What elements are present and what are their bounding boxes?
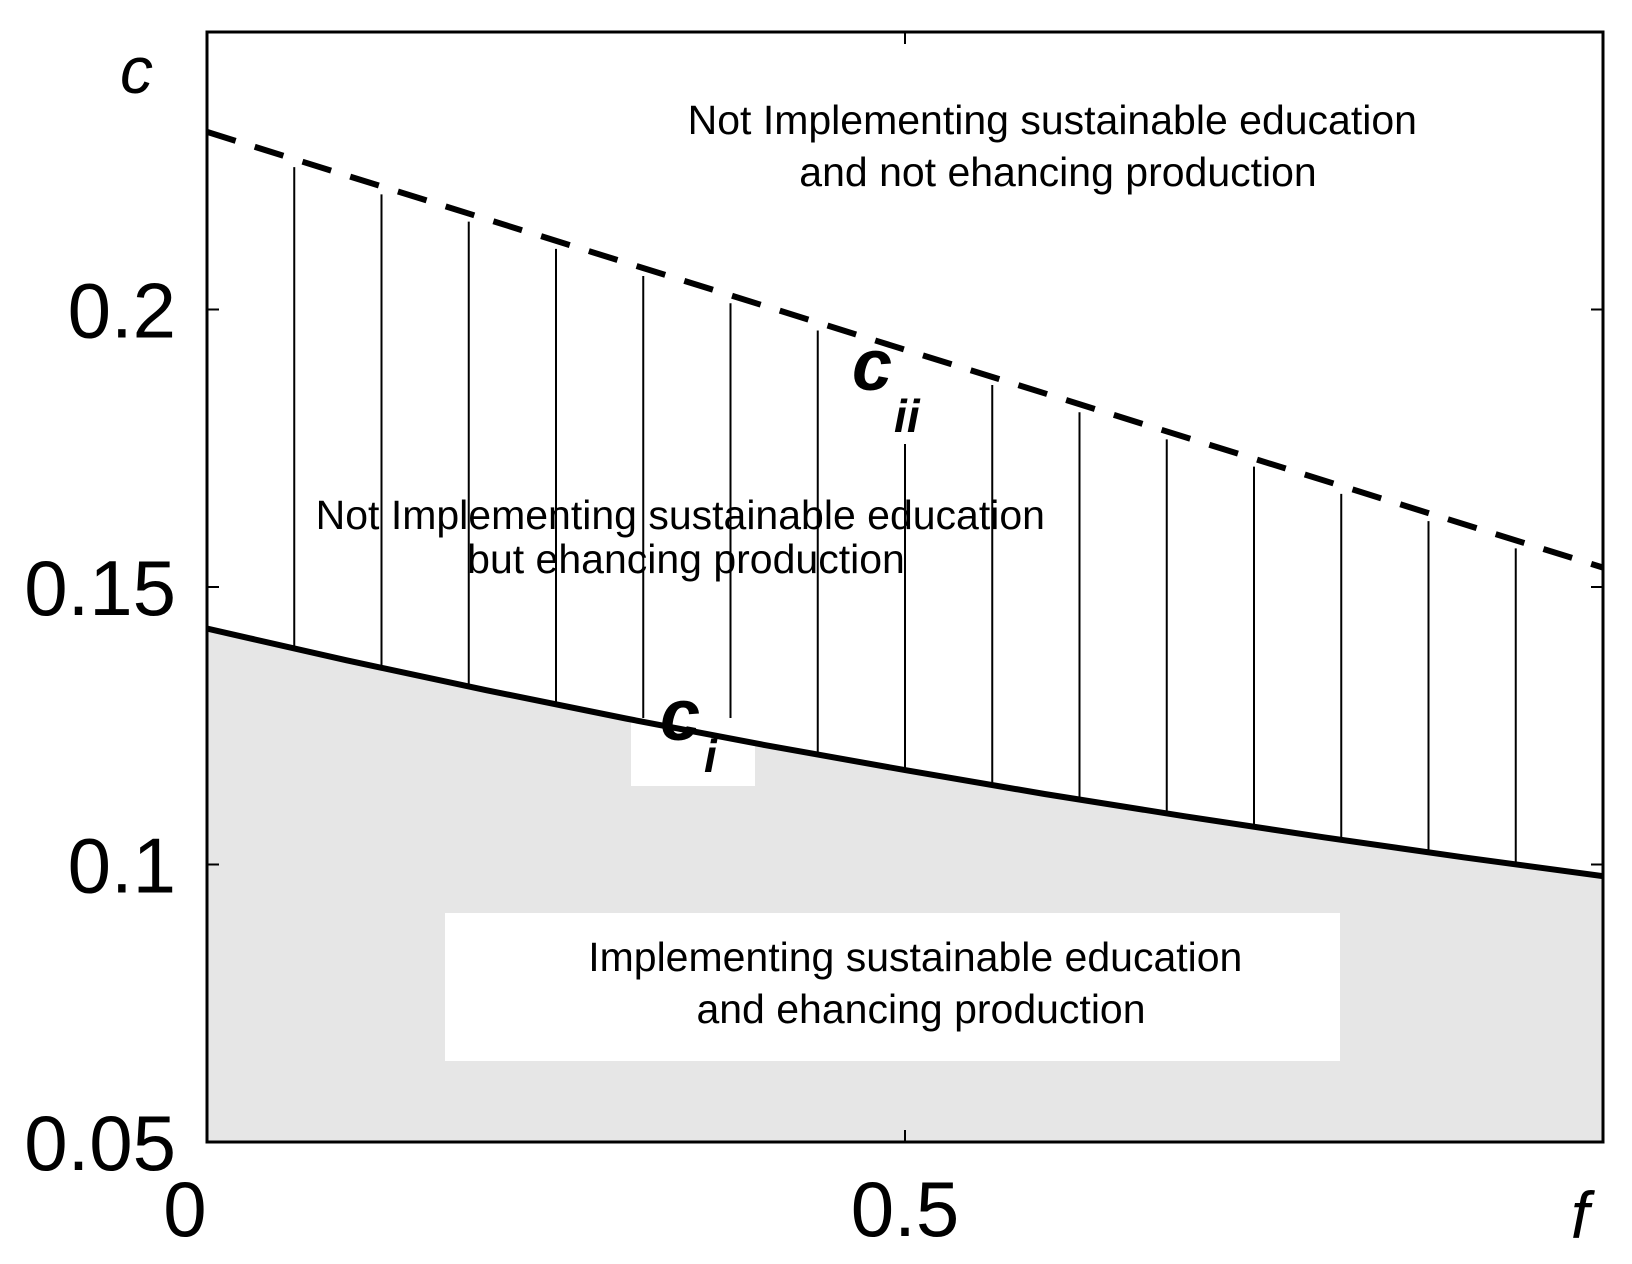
region-label-bottom: Implementing sustainable education and e… (588, 934, 1254, 1032)
axis-tick-labels: 0.05 0.1 0.15 0.2 0 0.5 (24, 267, 959, 1254)
y-axis-variable: c (120, 33, 153, 107)
curve-label-ci: ci (660, 676, 718, 782)
region-label-top: Not Implementing sustainable education a… (688, 97, 1429, 195)
x-axis-variable: f (1571, 1178, 1596, 1252)
ci-curve (207, 625, 1603, 880)
region-label-middle: Not Implementing sustainable education b… (316, 492, 1057, 582)
x-tick-label: 0 (163, 1165, 206, 1253)
cii-dashed-line (207, 129, 1603, 571)
curve-label-cii: cii (852, 326, 921, 442)
y-tick-label: 0.15 (24, 544, 176, 632)
y-tick-label: 0.2 (68, 267, 176, 355)
y-tick-label: 0.1 (68, 822, 176, 910)
hatched-region (293, 167, 1603, 877)
axis-ticks (206, 32, 1603, 1143)
region-label-box (445, 913, 1340, 1061)
plot-area (207, 129, 1603, 1142)
y-tick-label: 0.05 (24, 1099, 176, 1187)
x-tick-label: 0.5 (851, 1165, 959, 1253)
